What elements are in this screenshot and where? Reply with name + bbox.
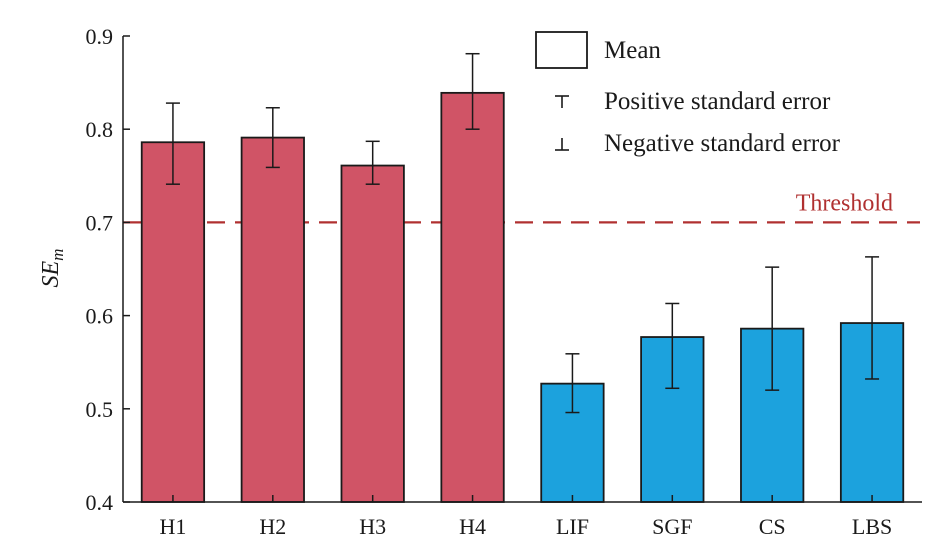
error-bar-h1: [165, 102, 180, 185]
y-tick-label: 0.6: [86, 304, 114, 329]
y-tick-label: 0.9: [86, 24, 114, 49]
axes: [122, 36, 922, 503]
error-bar-sgf: [665, 302, 680, 390]
error-bar-h2: [265, 107, 280, 169]
bar-h1: [140, 141, 206, 503]
legend-positive-error-icon: [555, 95, 569, 108]
x-tick-label: CS: [759, 514, 786, 539]
error-bar-lif: [565, 353, 580, 414]
bar-h4: [440, 91, 505, 503]
legend-positive-error-label: Positive standard error: [604, 88, 831, 115]
y-axis-label-main: SE: [38, 260, 64, 287]
x-tick-label: SGF: [652, 514, 692, 539]
error-bar-h4: [465, 52, 480, 130]
y-tick-label: 0.5: [86, 397, 114, 422]
legend-negative-error-icon: [555, 138, 569, 151]
x-tick-label: H1: [159, 514, 186, 539]
x-tick-label: LIF: [556, 514, 589, 539]
legend-negative-error-label: Negative standard error: [604, 130, 841, 157]
x-ticks: H1 H2 H3 H4 LIF SGF CS LBS: [159, 495, 892, 539]
y-ticks: 0.4 0.5 0.6 0.7 0.8 0.9: [86, 24, 130, 515]
y-tick-label: 0.7: [86, 210, 114, 235]
error-bars-group: [165, 52, 880, 414]
y-tick-label: 0.8: [86, 117, 114, 142]
x-tick-label: H2: [259, 514, 286, 539]
error-bar-h3: [365, 140, 380, 185]
legend-mean-swatch: [535, 31, 588, 69]
y-axis-label: SEm: [38, 249, 67, 288]
threshold-label: Threshold: [796, 190, 893, 216]
y-axis-label-sub: m: [48, 249, 67, 261]
y-tick-label: 0.4: [86, 490, 114, 515]
legend-mean-label: Mean: [604, 37, 661, 64]
bar-h2: [240, 136, 305, 503]
x-tick-label: H4: [459, 514, 486, 539]
error-bar-lbs: [865, 256, 880, 380]
legend: Mean Positive standard error Negative st…: [535, 31, 841, 157]
error-bar-cs: [765, 266, 780, 391]
x-tick-label: H3: [359, 514, 386, 539]
x-tick-label: LBS: [852, 514, 892, 539]
bar-h3: [340, 164, 405, 503]
bars-group: [140, 91, 905, 503]
